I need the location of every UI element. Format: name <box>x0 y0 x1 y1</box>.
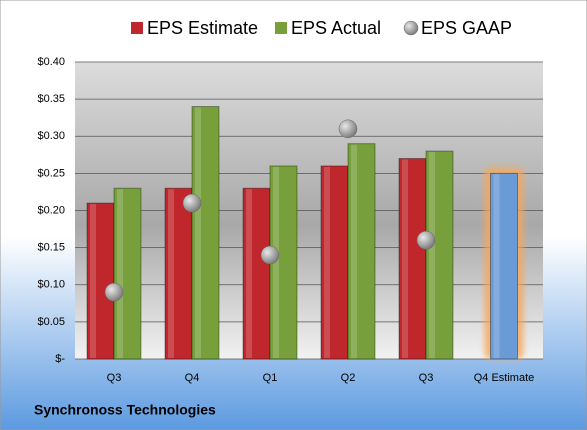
bar <box>164 187 193 360</box>
bar-shine <box>246 189 252 358</box>
bar-shine <box>117 189 123 358</box>
gaap-marker <box>182 193 202 213</box>
bar-shine <box>402 159 408 358</box>
bar-shine <box>493 174 500 358</box>
x-tick-label: Q4 Estimate <box>474 372 535 384</box>
bar-shine <box>351 144 357 358</box>
legend-label: EPS Actual <box>291 18 381 38</box>
y-tick-label: $0.15 <box>37 242 65 254</box>
y-tick-label: $0.10 <box>37 279 65 291</box>
bar <box>191 106 220 360</box>
legend-marker <box>403 20 419 36</box>
bar-shine <box>168 189 174 358</box>
bar-shine <box>90 204 96 358</box>
legend-marker <box>131 22 143 34</box>
bar-shine <box>195 107 201 358</box>
x-tick-label: Q1 <box>263 372 278 384</box>
bar <box>347 143 376 360</box>
y-tick-label: $0.20 <box>37 204 65 216</box>
legend-marker <box>275 22 287 34</box>
gaap-marker <box>104 282 124 302</box>
gaap-marker <box>260 245 280 265</box>
x-tick-label: Q2 <box>341 372 356 384</box>
bar-shine <box>273 166 279 358</box>
legend-label: EPS GAAP <box>421 18 512 38</box>
bar <box>425 150 454 360</box>
bar-shine <box>429 152 435 358</box>
x-tick-label: Q3 <box>419 372 434 384</box>
bar <box>242 187 271 360</box>
gaap-marker <box>338 119 358 139</box>
y-tick-label: $0.25 <box>37 167 65 179</box>
x-tick-label: Q4 <box>185 372 200 384</box>
y-tick-label: $0.05 <box>37 316 65 328</box>
gaap-marker <box>416 230 436 250</box>
x-tick-label: Q3 <box>107 372 122 384</box>
y-tick-label: $- <box>55 353 65 365</box>
bar <box>490 172 518 360</box>
y-tick-label: $0.30 <box>37 130 65 142</box>
footer: Synchronoss Technologies <box>34 402 216 418</box>
y-tick-label: $0.40 <box>37 56 65 68</box>
bar <box>86 202 115 360</box>
bar <box>113 187 142 360</box>
y-tick-label: $0.35 <box>37 93 65 105</box>
bar-shine <box>324 166 330 358</box>
legend-label: EPS Estimate <box>147 18 258 38</box>
bar <box>398 158 427 360</box>
